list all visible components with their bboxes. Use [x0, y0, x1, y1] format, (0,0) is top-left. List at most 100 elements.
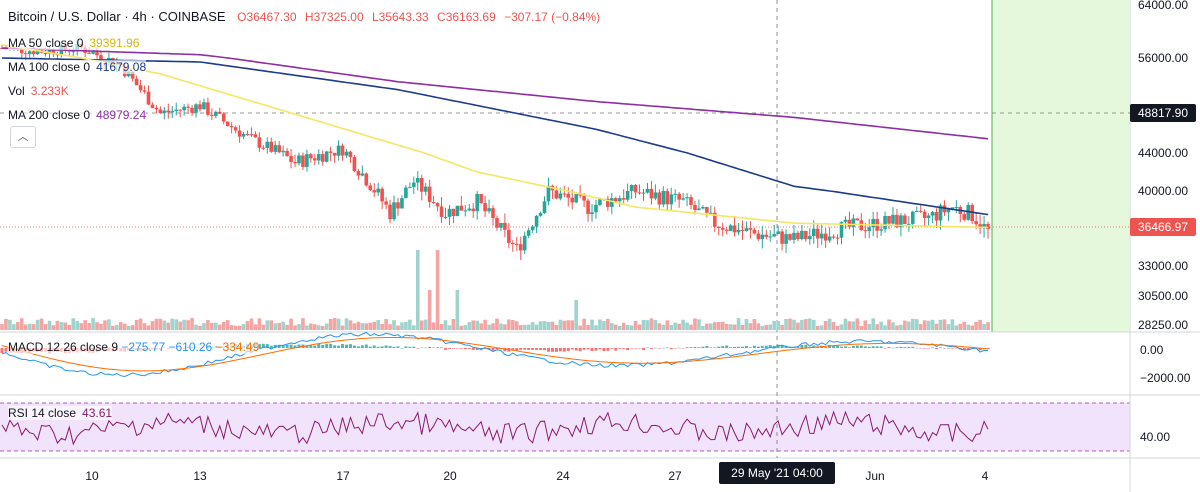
candle-body: [471, 208, 476, 212]
volume-bar: [534, 324, 539, 330]
volume-bar: [958, 323, 963, 330]
volume-bar: [16, 322, 20, 330]
legend-ma200[interactable]: MA 200 close 0 48979.24: [8, 108, 147, 122]
candle-body: [87, 52, 91, 54]
volume-bar: [198, 325, 202, 330]
candle-body: [142, 90, 147, 92]
volume-bar: [360, 323, 365, 330]
interval-label[interactable]: 4h: [132, 9, 147, 24]
volume-bar: [899, 324, 903, 330]
legend-rsi[interactable]: RSI 14 close 43.61: [8, 406, 113, 420]
change-value: −307.17 (−0.84%): [504, 10, 601, 24]
candle-body: [257, 137, 262, 148]
volume-bar: [831, 321, 836, 330]
volume-bar: [760, 325, 765, 330]
volume-bar: [613, 324, 618, 330]
candle-body: [182, 106, 186, 111]
volume-bar: [162, 320, 167, 330]
macd-histogram-bar: [855, 345, 859, 348]
macd-histogram-bar: [325, 344, 329, 348]
volume-bar: [301, 318, 305, 330]
macd-histogram-bar: [451, 348, 455, 349]
macd-histogram-bar: [891, 347, 895, 349]
volume-bar: [400, 322, 404, 330]
symbol-title[interactable]: Bitcoin / U.S. Dollar: [8, 9, 121, 24]
macd-histogram-bar: [590, 348, 594, 351]
high-value: H37325.00: [304, 10, 364, 24]
volume-bar: [107, 319, 111, 330]
volume-bar: [629, 325, 634, 330]
volume-bar: [423, 319, 428, 330]
candle-body: [720, 227, 725, 230]
volume-bar: [134, 319, 139, 330]
candle-body: [225, 121, 230, 127]
close-value: C36163.69: [437, 10, 496, 24]
candle-body: [938, 205, 943, 221]
macd-histogram-bar: [721, 346, 725, 348]
volume-bar: [194, 324, 198, 330]
volume-bar: [59, 322, 64, 330]
volume-bar: [843, 318, 848, 330]
candle-body: [891, 214, 895, 224]
macd-histogram-bar: [752, 345, 756, 348]
macd-histogram-bar: [305, 345, 309, 348]
volume-bar: [439, 324, 444, 330]
macd-histogram-bar: [606, 348, 610, 351]
candle-body: [348, 151, 353, 158]
volume-bar: [388, 324, 392, 330]
crosshair-time-label: 29 May '21 04:00: [731, 466, 823, 480]
candle-body: [320, 154, 325, 162]
legend-vol[interactable]: Vol 3.233K: [8, 84, 69, 98]
legend-macd[interactable]: MACD 12 26 close 9 −275.77 −610.26 −334.…: [8, 340, 260, 354]
candle-body: [918, 210, 923, 212]
legend-ma50[interactable]: MA 50 close 0 39391.96: [8, 36, 140, 50]
volume-bar: [332, 318, 337, 330]
volume-bar: [922, 320, 927, 330]
volume-bar: [499, 323, 503, 330]
macd-histogram-bar: [653, 347, 657, 349]
volume-bar: [689, 324, 693, 330]
macd-histogram-bar: [693, 346, 697, 348]
candle-body: [649, 188, 654, 199]
legend-ma100[interactable]: MA 100 close 0 41679.08: [8, 60, 147, 74]
candle-body: [214, 111, 218, 116]
volume-bar: [384, 319, 388, 330]
candle-body: [336, 145, 341, 156]
candle-body: [71, 51, 76, 53]
macd-histogram-bar: [337, 345, 341, 348]
macd-histogram-bar: [285, 344, 289, 348]
time-axis-label: 4: [982, 469, 989, 483]
candle-body: [582, 195, 586, 201]
volume-bar: [166, 322, 171, 330]
candle-body: [158, 109, 163, 114]
macd-histogram-bar: [519, 348, 523, 350]
macd-signal-line: [1, 337, 989, 372]
volume-bar: [150, 321, 155, 330]
candle-body: [570, 197, 575, 203]
macd-histogram-bar: [566, 348, 570, 352]
volume-bar: [419, 320, 424, 330]
price-axis-label: 40000.00: [1138, 184, 1188, 198]
macd-histogram-bar: [447, 348, 451, 349]
volume-bar: [986, 322, 990, 330]
time-axis-label: 10: [85, 469, 99, 483]
candle-body: [867, 227, 872, 231]
macd-histogram-bar: [594, 348, 598, 351]
macd-histogram-bar: [669, 348, 673, 350]
macd-histogram-bar: [875, 346, 879, 348]
candle-body: [879, 229, 883, 231]
volume-bar: [75, 320, 80, 330]
macd-axis-label: 0.00: [1140, 343, 1164, 357]
volume-bar: [43, 324, 48, 330]
volume-bar: [518, 325, 523, 330]
macd-histogram-bar: [527, 348, 531, 350]
macd-histogram-bar: [939, 347, 942, 348]
macd-histogram-bar: [942, 348, 946, 349]
volume-bar: [305, 325, 309, 330]
collapse-legend-button[interactable]: ︿: [10, 126, 36, 148]
rsi-axis-label: 40.00: [1140, 430, 1170, 444]
macd-histogram-bar: [550, 348, 554, 352]
macd-histogram-bar: [440, 347, 444, 348]
volume-bar: [970, 325, 974, 330]
